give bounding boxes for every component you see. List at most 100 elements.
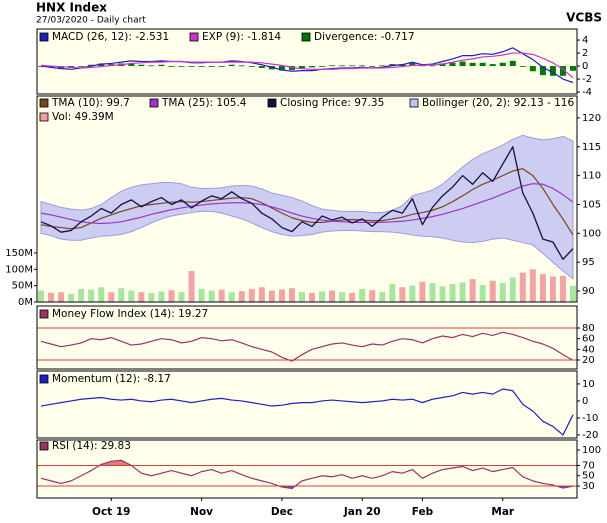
indicator-line	[40, 459, 574, 490]
legend-swatch	[39, 309, 49, 319]
chart-subtitle: 27/03/2020 - Daily chart	[36, 16, 146, 26]
legend-swatch	[267, 98, 277, 108]
bar	[228, 292, 235, 302]
bar	[218, 66, 225, 67]
indicator-line	[40, 168, 574, 236]
plot-area	[40, 388, 574, 436]
y-tick-label: 50	[582, 471, 595, 482]
legend-label: Vol: 49.39M	[52, 111, 114, 123]
panel-border	[36, 28, 578, 95]
bar	[188, 66, 195, 67]
legend-swatch	[39, 32, 49, 42]
plot-area	[38, 134, 576, 302]
bar	[379, 292, 386, 302]
bar	[399, 287, 406, 302]
price-line	[40, 146, 574, 260]
bar	[449, 284, 456, 302]
bar	[509, 277, 516, 302]
bar	[78, 288, 85, 302]
bar	[148, 65, 155, 67]
bar	[88, 289, 95, 302]
y-tick-label: 105	[582, 199, 601, 210]
bar	[188, 270, 195, 302]
bar	[128, 290, 135, 302]
bar	[429, 283, 436, 302]
legend-swatch	[39, 98, 49, 108]
bar	[228, 64, 235, 67]
plot-area	[40, 331, 574, 362]
bar	[288, 288, 295, 302]
bar	[479, 284, 486, 302]
legend-swatch	[409, 98, 419, 108]
bar	[570, 66, 576, 71]
bar	[459, 61, 466, 67]
bar	[509, 60, 516, 67]
bar	[248, 288, 255, 302]
bollinger-band	[40, 134, 574, 280]
plot-area	[38, 47, 576, 84]
bar	[529, 269, 536, 302]
bar	[439, 286, 446, 302]
panel-border	[36, 95, 578, 303]
bar	[369, 66, 376, 67]
legend-label: Closing Price: 97.35	[280, 97, 384, 109]
y-tick-label: 95	[582, 257, 595, 268]
bar	[369, 290, 376, 302]
legend-label: EXP (9): -1.814	[202, 31, 281, 43]
bar	[479, 62, 486, 67]
bar	[319, 66, 326, 67]
bar	[459, 282, 466, 302]
legend-label: Money Flow Index (14): 19.27	[52, 308, 208, 320]
bar	[38, 290, 44, 302]
y-tick-label: 120	[582, 113, 601, 124]
panel-border	[36, 305, 578, 370]
bar	[258, 66, 265, 68]
bar	[48, 292, 55, 302]
bar	[298, 66, 305, 68]
y-tick-label: 100	[582, 445, 601, 456]
x-tick-label: Feb	[412, 506, 434, 518]
bar	[549, 66, 556, 76]
legend-label: TMA (10): 99.7	[51, 97, 130, 109]
legend-swatch	[39, 112, 49, 122]
bar	[288, 66, 295, 70]
legend-label: MACD (26, 12): -2.531	[52, 31, 169, 43]
bar	[429, 65, 436, 67]
bar	[469, 279, 476, 302]
bar	[158, 291, 165, 302]
y-tick-label: 80	[582, 323, 595, 334]
bar	[329, 65, 336, 67]
y-tick-label: 90	[582, 286, 595, 297]
bar	[499, 62, 506, 67]
bar	[319, 291, 326, 302]
y2-tick-label: 150M	[5, 248, 33, 259]
y-tick-label: 40	[582, 344, 595, 355]
x-tick-label: Dec	[271, 506, 293, 518]
x-tick-label: Oct 19	[92, 506, 130, 518]
y-tick-label: 30	[582, 481, 595, 492]
bar	[198, 288, 205, 302]
legend-label: Divergence: -0.717	[314, 31, 415, 43]
x-tick-label: Jan 20	[343, 506, 381, 518]
panel-border	[36, 439, 578, 499]
y-tick-label: 2	[582, 48, 588, 59]
bar	[118, 288, 125, 302]
bar	[559, 66, 566, 76]
indicator-line	[40, 183, 574, 225]
bar	[158, 64, 165, 67]
indicator-line	[40, 52, 574, 79]
bar	[178, 66, 185, 67]
bar	[298, 292, 305, 302]
bar	[549, 276, 556, 302]
bar	[168, 290, 175, 302]
bar	[539, 66, 546, 76]
legend-swatch	[39, 441, 49, 451]
bar	[68, 293, 75, 302]
y-tick-label: 100	[582, 228, 601, 239]
y-tick-label: 110	[582, 171, 601, 182]
bar	[238, 65, 245, 67]
y-tick-label: 20	[582, 355, 595, 366]
bar	[339, 292, 346, 302]
panel	[37, 306, 577, 369]
